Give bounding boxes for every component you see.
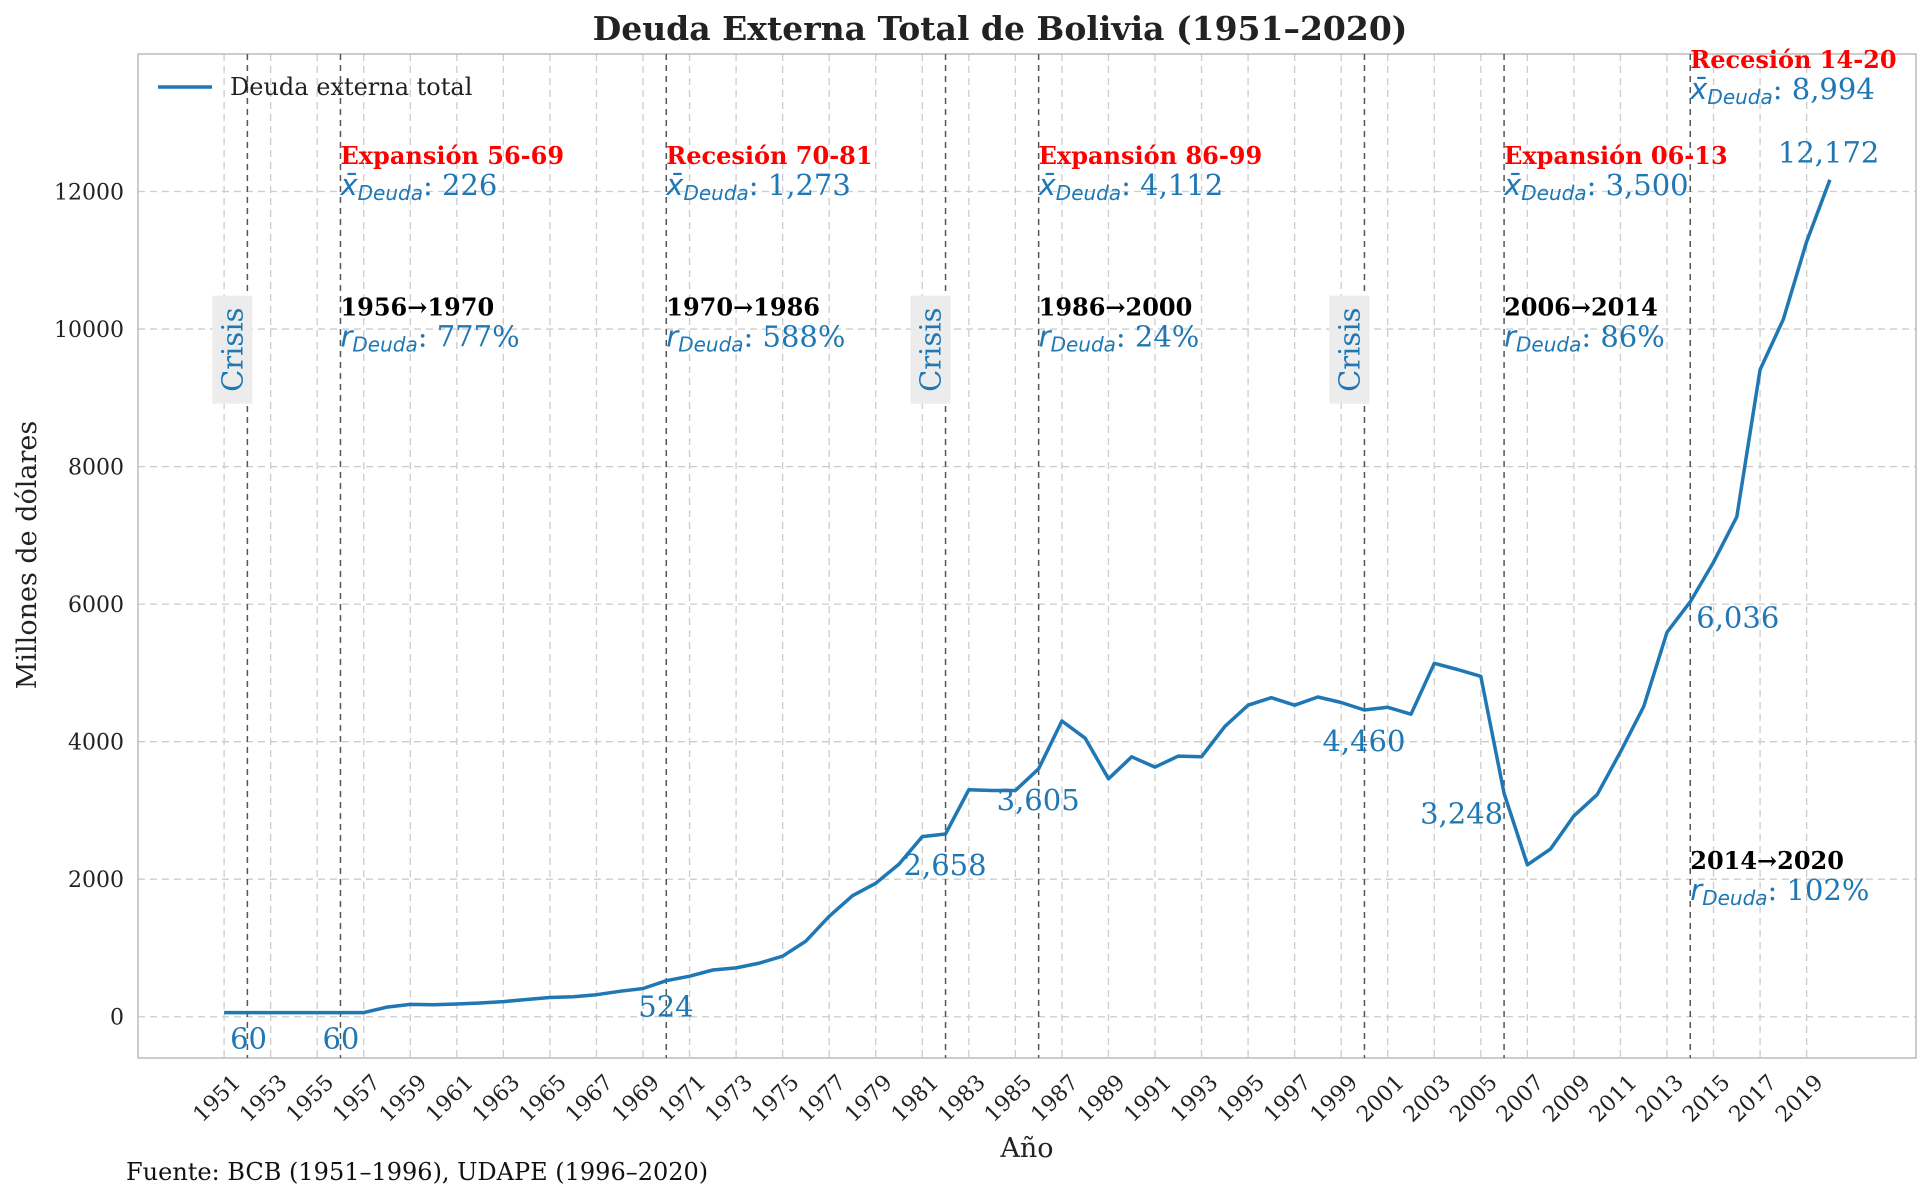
period-mean-label: x̄Deuda: 3,500: [1503, 168, 1689, 205]
x-tick-label: 1985: [980, 1070, 1037, 1127]
crisis-label: Crisis: [914, 308, 948, 392]
x-tick-label: 1993: [1166, 1070, 1223, 1127]
source-note: Fuente: BCB (1951–1996), UDAPE (1996–202…: [126, 1158, 708, 1186]
period-name-label: Expansión 06-13: [1504, 141, 1728, 170]
period-mean-label: x̄Deuda: 8,994: [1689, 72, 1875, 109]
period-divider-lines: [246, 54, 1692, 1058]
period-mean-label: x̄Deuda: 4,112: [1038, 168, 1224, 205]
x-tick-label: 1955: [282, 1070, 339, 1127]
point-label: 2,658: [904, 848, 987, 882]
x-axis-ticks: 1951195319551957195919611963196519671969…: [189, 1070, 1829, 1127]
period-name-label: Recesión 70-81: [666, 141, 872, 170]
x-tick-label: 1991: [1120, 1070, 1177, 1127]
x-tick-label: 1953: [235, 1070, 292, 1127]
chart-title: Deuda Externa Total de Bolivia (1951–202…: [593, 9, 1408, 48]
x-tick-label: 1989: [1073, 1070, 1130, 1127]
y-tick-label: 4000: [68, 731, 124, 756]
x-tick-label: 1961: [421, 1070, 478, 1127]
x-tick-label: 2009: [1539, 1070, 1596, 1127]
x-tick-label: 1977: [794, 1070, 851, 1127]
legend-entry-deuda: Deuda externa total: [230, 73, 472, 101]
x-tick-label: 2007: [1492, 1070, 1549, 1127]
x-tick-label: 1957: [328, 1070, 385, 1127]
point-label: 60: [230, 1022, 267, 1056]
x-tick-label: 1995: [1213, 1070, 1270, 1127]
x-tick-label: 1971: [654, 1070, 711, 1127]
x-tick-label: 2011: [1585, 1070, 1642, 1127]
period-range-label: 1986→2000: [1039, 292, 1193, 321]
crisis-labels: Crisis Crisis Crisis: [212, 295, 1370, 404]
x-tick-label: 2003: [1399, 1070, 1456, 1127]
x-axis-title: Año: [999, 1133, 1053, 1164]
series-line-deuda: [224, 179, 1832, 1015]
x-tick-label: 2019: [1771, 1070, 1828, 1127]
x-tick-label: 1987: [1027, 1070, 1084, 1127]
x-tick-label: 1967: [561, 1070, 618, 1127]
crisis-label-box: [212, 295, 253, 404]
y-tick-label: 12000: [54, 181, 124, 206]
period-range-label: 1956→1970: [340, 292, 494, 321]
y-tick-label: 2000: [68, 868, 124, 893]
period-growth-label: rDeuda: 24%: [1039, 319, 1200, 356]
y-tick-label: 10000: [54, 318, 124, 343]
period-range-label: 1970→1986: [666, 292, 820, 321]
period-growth-label: rDeuda: 588%: [666, 319, 845, 356]
period-mean-label: x̄Deuda: 226: [339, 168, 497, 205]
period-name-label: Expansión 86-99: [1039, 141, 1263, 170]
crisis-label-box: [910, 295, 951, 404]
period-growth-label: rDeuda: 777%: [340, 319, 519, 356]
period-growth-label: rDeuda: 102%: [1690, 873, 1869, 910]
x-tick-label: 1951: [189, 1070, 246, 1127]
x-tick-label: 1975: [747, 1070, 804, 1127]
plot-area-frame: [137, 53, 1917, 1059]
point-label: 524: [638, 990, 693, 1024]
period-range-label: 2006→2014: [1504, 292, 1658, 321]
period-mean-label: x̄Deuda: 1,273: [665, 168, 851, 205]
series-group: [224, 179, 1832, 1015]
period-growth-label: rDeuda: 86%: [1504, 319, 1665, 356]
crisis-label: Crisis: [1332, 308, 1366, 392]
x-tick-label: 1965: [515, 1070, 572, 1127]
period-name-label: Recesión 14-20: [1690, 45, 1896, 74]
x-tick-label: 1973: [701, 1070, 758, 1127]
period-annotations: Expansión 56-69x̄Deuda: 2261956→1970rDeu…: [339, 45, 1896, 910]
x-tick-label: 2005: [1445, 1070, 1502, 1127]
x-tick-label: 1997: [1259, 1070, 1316, 1127]
x-tick-label: 1983: [933, 1070, 990, 1127]
legend: Deuda externa total: [158, 73, 472, 101]
point-labels: 60 60 524 2,658 3,605 4,460 3,248 6,036 12,172: [230, 136, 1879, 1056]
x-tick-label: 2017: [1725, 1070, 1782, 1127]
point-label: 60: [322, 1022, 359, 1056]
y-axis-title: Millones de dólares: [12, 421, 43, 689]
x-tick-label: 1963: [468, 1070, 525, 1127]
y-tick-label: 8000: [68, 456, 124, 481]
x-tick-label: 1981: [887, 1070, 944, 1127]
point-label: 4,460: [1322, 724, 1405, 758]
x-tick-label: 1959: [375, 1070, 432, 1127]
point-label: 12,172: [1778, 136, 1879, 170]
crisis-label-box: [1329, 295, 1370, 404]
y-grid: [138, 190, 1916, 1018]
x-tick-label: 1999: [1306, 1070, 1363, 1127]
x-tick-label: 2015: [1678, 1070, 1735, 1127]
y-axis-ticks: 0 2000 4000 6000 8000 10000 12000: [54, 181, 124, 1031]
point-label: 3,248: [1420, 796, 1503, 830]
x-tick-label: 2001: [1352, 1070, 1409, 1127]
point-label: 6,036: [1696, 601, 1779, 635]
y-tick-label: 6000: [68, 593, 124, 618]
x-tick-label: 1979: [840, 1070, 897, 1127]
point-label: 3,605: [997, 783, 1080, 817]
y-tick-label: 0: [110, 1006, 124, 1031]
x-tick-label: 2013: [1632, 1070, 1689, 1127]
period-name-label: Expansión 56-69: [340, 141, 564, 170]
crisis-label: Crisis: [215, 308, 249, 392]
x-tick-label: 1969: [608, 1070, 665, 1127]
period-range-label: 2014→2020: [1690, 846, 1844, 875]
